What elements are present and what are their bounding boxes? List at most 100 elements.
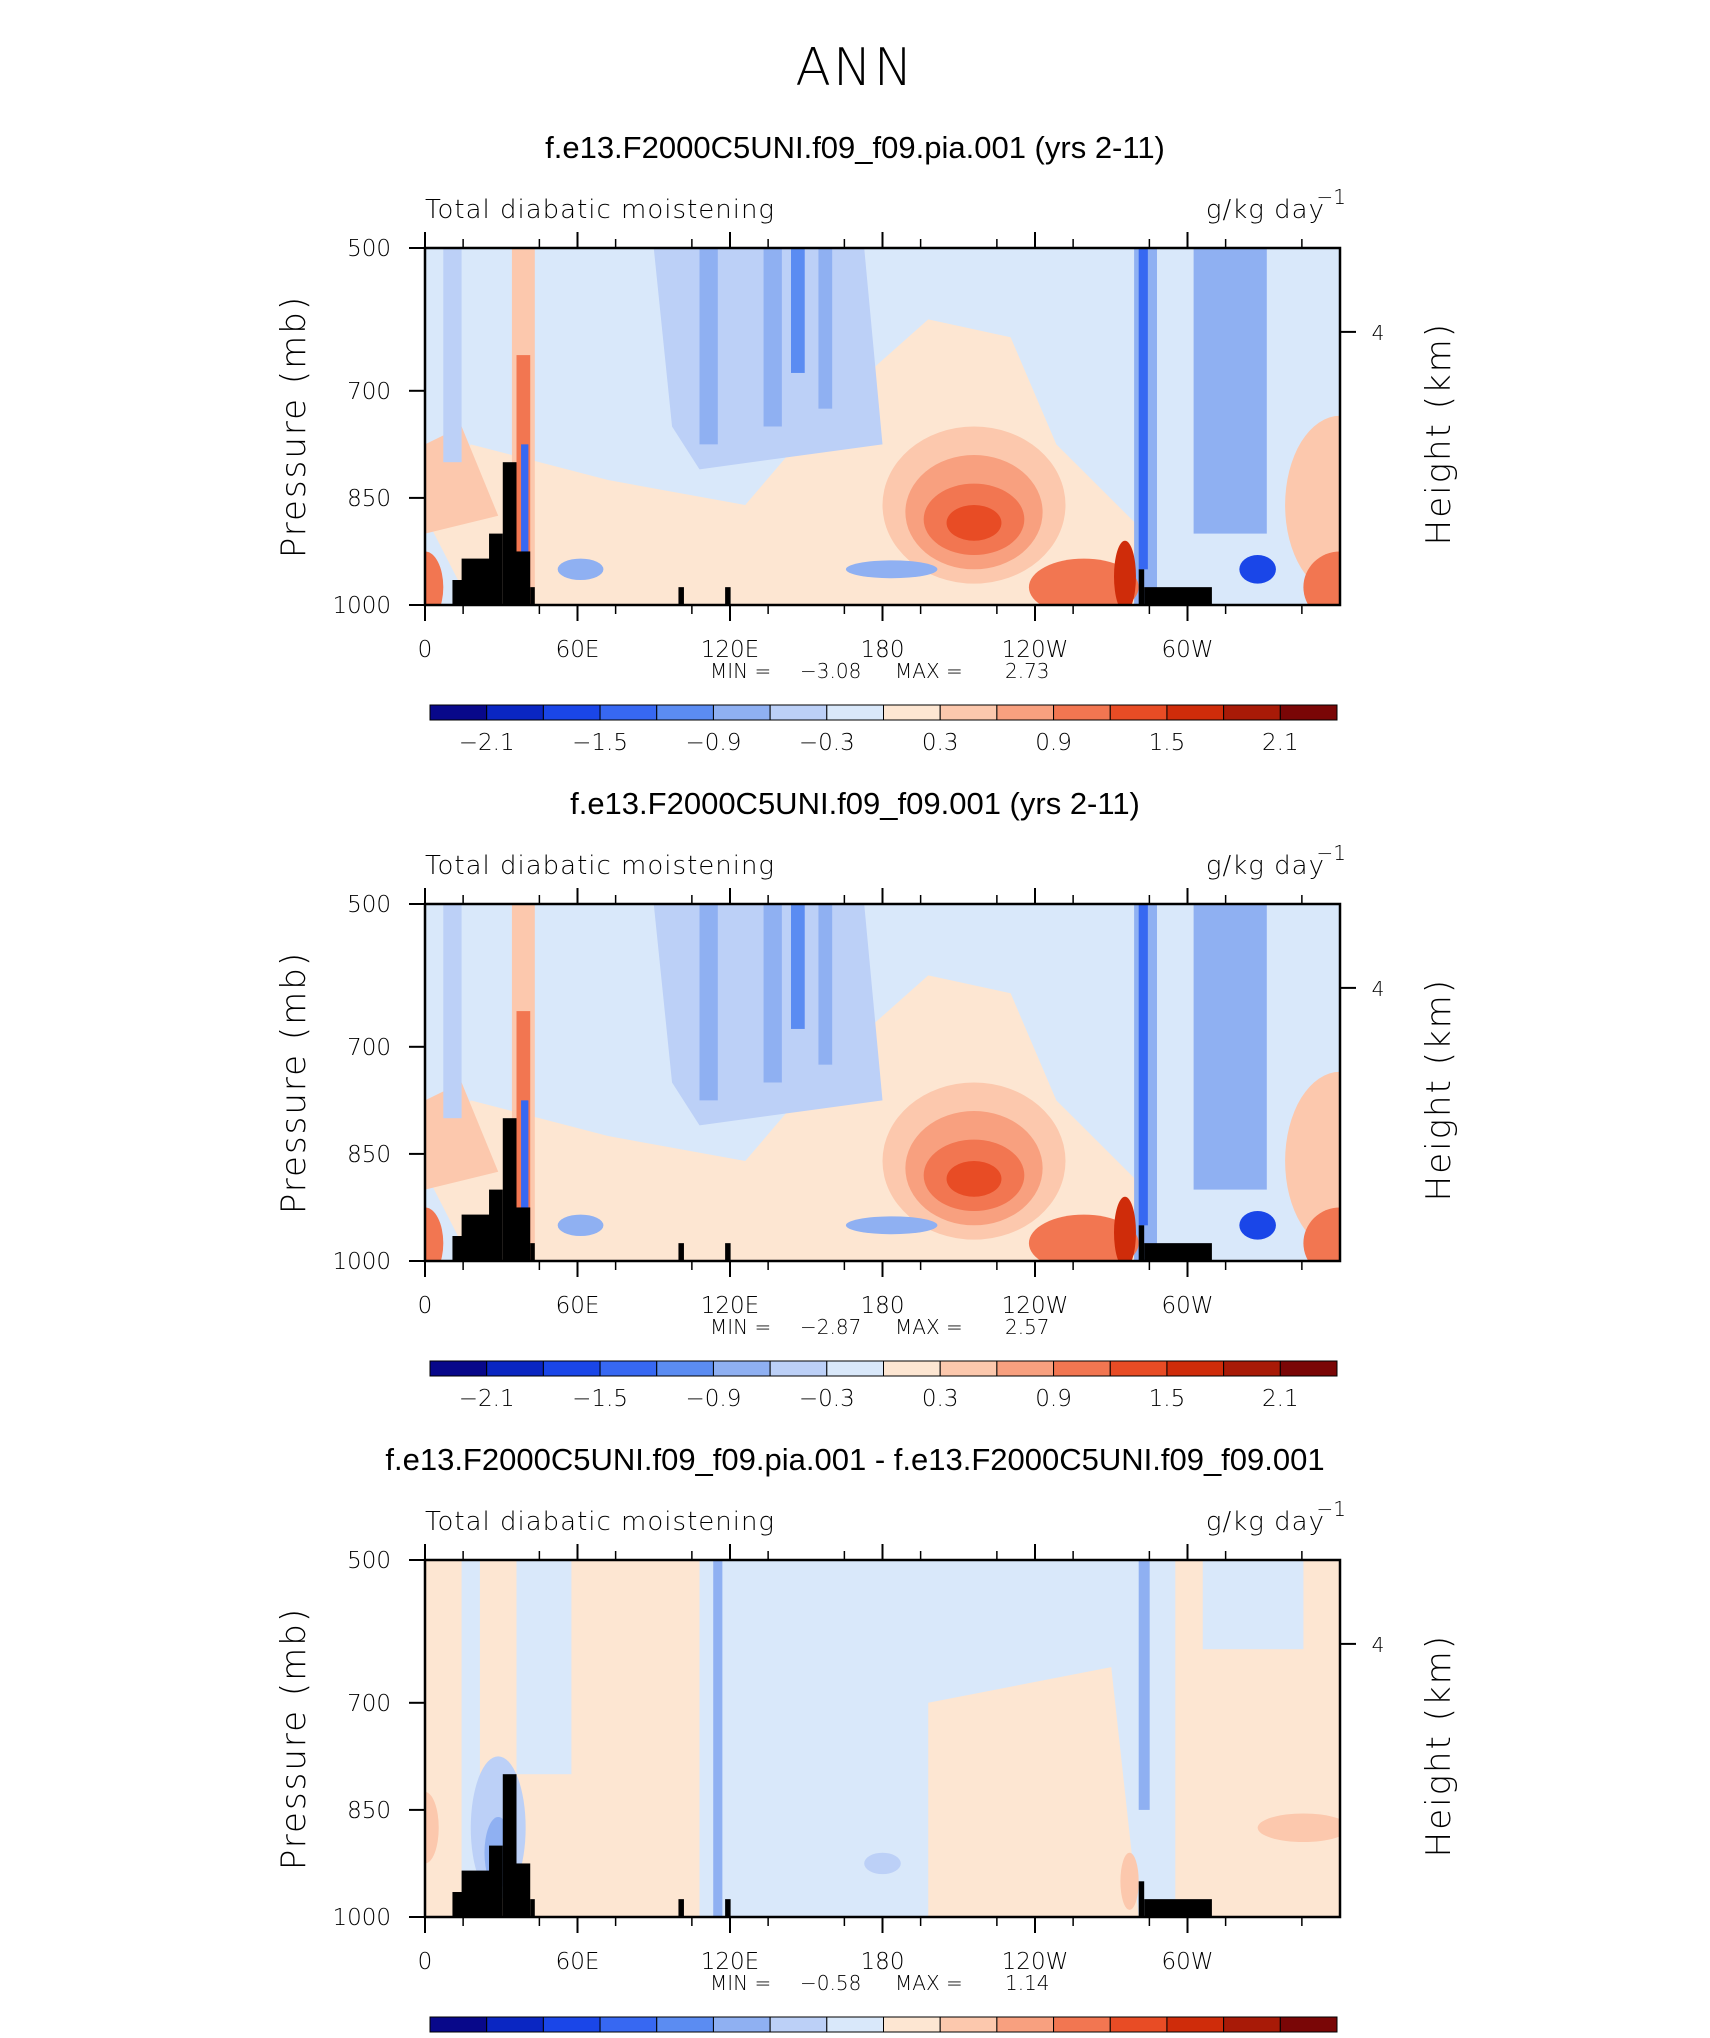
colorbar-swatch <box>769 1360 828 1377</box>
topography-mask <box>725 1899 731 1917</box>
y-right-axis-label: Height (km) <box>1419 1634 1459 1857</box>
colorbar-swatch <box>1053 704 1111 721</box>
topography-mask <box>1138 569 1145 605</box>
topography-mask <box>1144 1899 1212 1917</box>
min-label: MIN = <box>710 659 771 683</box>
atl-blue-spot <box>1239 555 1276 584</box>
colorbar-swatch <box>1109 1360 1168 1377</box>
y-tick-label: 700 <box>347 379 391 405</box>
colorbar-swatch <box>429 704 488 721</box>
panel-2: f.e13.F2000C5UNI.f09_f09.001 (yrs 2-11) T… <box>274 786 1459 1412</box>
colorbar-swatch <box>656 704 714 721</box>
max-value: 1.14 <box>1005 1971 1050 1995</box>
colorbar-label: −2.1 <box>459 730 515 756</box>
colorbar-label: 1.5 <box>1149 730 1186 756</box>
y-right-tick-label: 4 <box>1372 977 1385 1001</box>
colorbar-label: 2.1 <box>1262 730 1299 756</box>
colorbar-swatch <box>1109 704 1168 721</box>
colorbar-label: 1.5 <box>1149 1386 1186 1412</box>
colorbar-label: 2.1 <box>1262 1386 1299 1412</box>
atlantic-blue-core <box>1138 248 1148 570</box>
panel-title: f.e13.F2000C5UNI.f09_f09.001 (yrs 2-11) <box>570 786 1140 821</box>
max-label: MAX = <box>895 1315 963 1339</box>
y-tick-label: 1000 <box>332 1905 391 1931</box>
colorbar-swatch <box>712 704 771 721</box>
topography-mask <box>516 1207 531 1261</box>
colorbar-swatch <box>769 704 828 721</box>
colorbar-swatch <box>883 704 941 721</box>
y-tick-label: 850 <box>347 1798 391 1824</box>
min-label: MIN = <box>710 1315 771 1339</box>
x-tick-label: 60E <box>556 637 600 663</box>
africa-blue-core <box>521 1100 529 1261</box>
colorbar-swatch <box>429 2016 488 2033</box>
max-label: MAX = <box>895 659 963 683</box>
colorbar-swatch <box>826 2016 884 2033</box>
x-tick-label: 120W <box>1002 1949 1069 1975</box>
contour-field <box>425 904 1340 1261</box>
colorbar-label: −0.3 <box>799 1386 855 1412</box>
colorbar-label: 0.9 <box>1035 1386 1072 1412</box>
blue-stripe <box>699 248 718 445</box>
y-right-axis-label: Height (km) <box>1419 322 1459 545</box>
x-tick-label: 120W <box>1002 637 1069 663</box>
colorbar-swatch <box>1279 704 1338 721</box>
x-tick-label: 180 <box>861 1949 905 1975</box>
blue-stripe <box>763 904 782 1083</box>
y-right-tick-label: 4 <box>1372 1633 1385 1657</box>
x-tick-label: 60E <box>556 1949 600 1975</box>
x-tick-label: 0 <box>418 637 433 663</box>
blue-stripe <box>818 248 833 409</box>
colorbar-swatch <box>996 704 1055 721</box>
io-blue <box>557 1214 604 1237</box>
topography-mask <box>678 1243 684 1261</box>
x-tick-label: 0 <box>418 1293 433 1319</box>
colorbar-swatch <box>996 2016 1055 2033</box>
x-tick-label: 120E <box>701 1293 759 1319</box>
east-warm <box>1285 415 1340 595</box>
atl-blue-spot <box>1239 1211 1276 1240</box>
atlantic-blue-2 <box>1193 248 1267 534</box>
variable-label: Total diabatic moistening <box>425 1507 775 1537</box>
blue-stripe <box>791 904 805 1029</box>
colorbar-swatch <box>712 1360 771 1377</box>
y-tick-label: 850 <box>347 486 391 512</box>
x-tick-label: 180 <box>861 1293 905 1319</box>
variable-label: Total diabatic moistening <box>425 195 775 225</box>
topography-mask <box>461 1870 499 1917</box>
colorbar-label: −0.9 <box>686 1386 742 1412</box>
units-label: g/kg day <box>1206 851 1325 881</box>
y-tick-label: 500 <box>347 236 391 262</box>
warm-tail <box>1028 558 1139 605</box>
blue-stripe <box>818 904 833 1065</box>
diff-blue-spot <box>864 1852 901 1875</box>
atlantic-blue-core <box>1138 904 1148 1226</box>
colorbar-swatch <box>1223 1360 1281 1377</box>
io-blue <box>557 558 604 581</box>
colorbar-swatch <box>1279 2016 1338 2033</box>
colorbar-swatch <box>1053 2016 1111 2033</box>
y-tick-label: 1000 <box>332 1249 391 1275</box>
colorbar-label: 0.3 <box>922 730 959 756</box>
colorbar-swatch <box>599 2016 658 2033</box>
africa-blue-core <box>521 444 529 605</box>
colorbar-swatch <box>599 704 658 721</box>
topography-mask <box>502 462 517 605</box>
colorbar-swatch <box>1279 1360 1338 1377</box>
topography-mask <box>678 1899 684 1917</box>
y-tick-label: 700 <box>347 1035 391 1061</box>
topography-mask <box>516 1863 531 1917</box>
topography-mask <box>530 1899 535 1917</box>
warm-blob-4 <box>946 1161 1002 1197</box>
units-label: g/kg day <box>1206 195 1325 225</box>
max-value: 2.57 <box>1005 1315 1050 1339</box>
diff-blue-top <box>1202 1560 1304 1650</box>
topography-mask <box>1144 587 1212 605</box>
y-tick-label: 500 <box>347 1548 391 1574</box>
diff-blue-stripe <box>516 1560 572 1775</box>
panel-title: f.e13.F2000C5UNI.f09_f09.pia.001 - f.e13… <box>385 1442 1324 1477</box>
colorbar-swatch <box>883 2016 941 2033</box>
panel-3: f.e13.F2000C5UNI.f09_f09.pia.001 - f.e13… <box>274 1442 1459 2033</box>
topography-mask <box>530 1243 535 1261</box>
